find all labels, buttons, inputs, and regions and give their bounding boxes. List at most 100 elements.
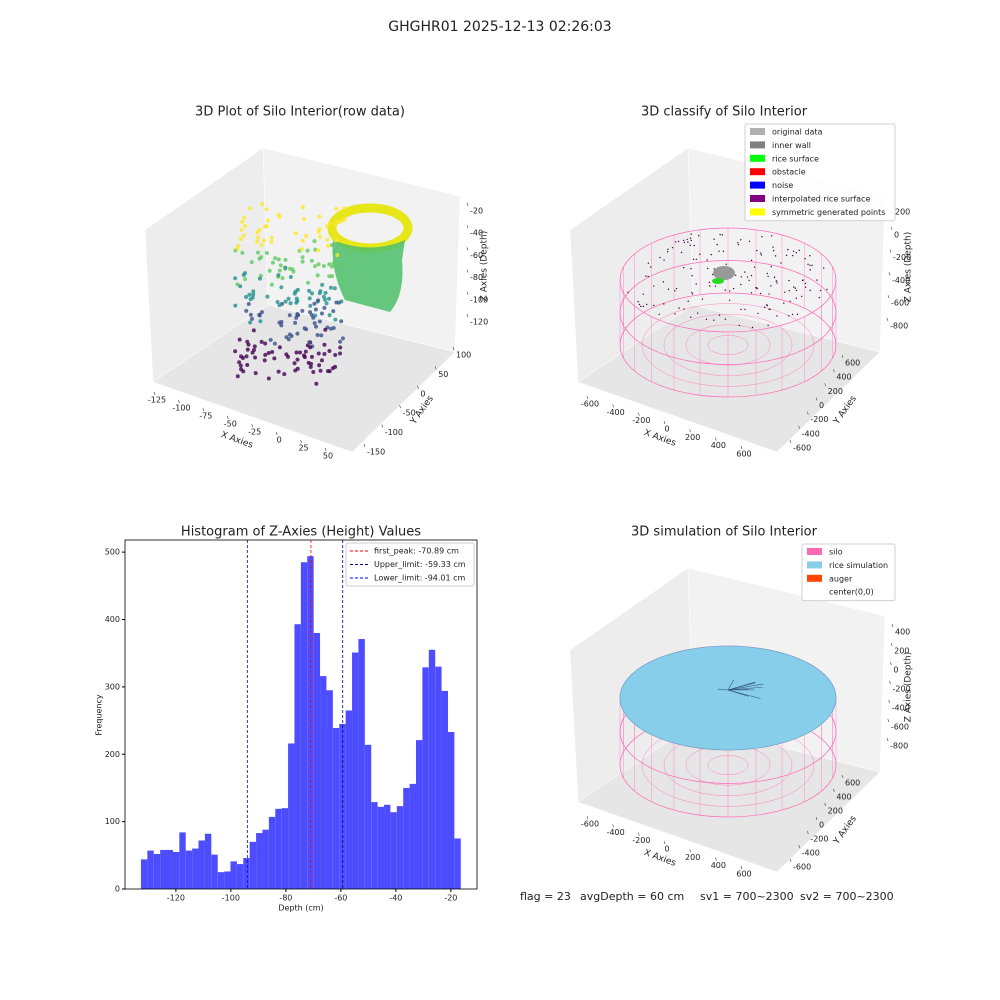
scatter-point bbox=[308, 345, 313, 350]
legend-swatch bbox=[750, 141, 765, 149]
y-tick-label: 300 bbox=[105, 682, 120, 691]
scatter-point bbox=[245, 347, 250, 352]
z-tick-label: -60 bbox=[470, 251, 483, 260]
grid-point bbox=[680, 251, 683, 254]
grid-point bbox=[811, 264, 813, 267]
grid-point bbox=[652, 285, 655, 287]
scatter-point bbox=[307, 340, 312, 345]
grid-point bbox=[775, 280, 777, 283]
scatter-point bbox=[284, 352, 289, 357]
tick-mark bbox=[638, 412, 640, 416]
y-tick-label: 0 bbox=[115, 885, 120, 894]
silo-ring bbox=[619, 260, 837, 365]
grid-point bbox=[767, 324, 769, 326]
scatter-point bbox=[341, 277, 346, 282]
y-tick-label: 400 bbox=[836, 373, 851, 382]
scatter-point bbox=[332, 286, 337, 291]
bar bbox=[300, 562, 308, 889]
grid-point bbox=[671, 246, 674, 249]
tick-mark bbox=[807, 830, 809, 835]
scatter-point bbox=[327, 262, 332, 267]
scatter-point bbox=[311, 315, 316, 320]
tick-mark bbox=[417, 385, 419, 389]
scatter-point bbox=[313, 324, 318, 329]
scatter-point bbox=[307, 296, 312, 301]
bar bbox=[153, 853, 161, 889]
scatter-point bbox=[272, 356, 277, 361]
grid-point bbox=[818, 296, 821, 299]
grid-point bbox=[809, 264, 811, 266]
scatter-point bbox=[320, 282, 325, 287]
x-tick-label: 25 bbox=[298, 444, 308, 453]
scatter-point bbox=[275, 300, 280, 305]
bar bbox=[185, 850, 193, 889]
scatter-point bbox=[289, 333, 294, 338]
grid-point bbox=[755, 287, 757, 289]
legend-box bbox=[345, 542, 475, 587]
y-tick-label: 200 bbox=[828, 807, 843, 816]
scatter-point bbox=[250, 316, 255, 321]
scatter-point bbox=[340, 336, 345, 341]
z-tick-label: 200 bbox=[895, 208, 910, 217]
legend-label: center(0,0) bbox=[829, 588, 874, 597]
tick-mark bbox=[833, 369, 835, 373]
x-tick-label: -100 bbox=[172, 404, 190, 413]
z-tick-label: -800 bbox=[890, 322, 908, 331]
grid-point bbox=[690, 239, 692, 242]
grid-point bbox=[750, 274, 753, 277]
y-tick-label: 500 bbox=[105, 548, 120, 557]
scatter-point bbox=[276, 273, 281, 278]
grid-point bbox=[647, 275, 649, 278]
grid-point bbox=[696, 312, 699, 314]
scatter-point bbox=[259, 339, 264, 344]
scatter-point bbox=[339, 319, 344, 324]
grid-point bbox=[666, 251, 669, 253]
z-tick-label: 0 bbox=[893, 666, 898, 675]
scatter-point bbox=[276, 369, 281, 374]
grid-point bbox=[674, 290, 676, 292]
scatter-point bbox=[313, 264, 318, 269]
silo-ring bbox=[685, 324, 771, 366]
legend-swatch bbox=[750, 154, 765, 162]
legend-label: silo bbox=[829, 548, 843, 557]
scatter-point bbox=[279, 323, 284, 328]
legend-swatch bbox=[750, 181, 765, 189]
scatter-point bbox=[238, 284, 243, 289]
z-tick-label: -400 bbox=[892, 276, 910, 285]
bar bbox=[160, 849, 167, 889]
scatter-point bbox=[243, 223, 248, 228]
scatter-point bbox=[332, 249, 337, 254]
x-tick-label: -100 bbox=[222, 894, 240, 903]
scatter-point bbox=[338, 263, 343, 268]
grid-point bbox=[768, 308, 770, 310]
grid-point bbox=[698, 235, 700, 237]
x-tick-label: 600 bbox=[736, 870, 751, 879]
scatter-point bbox=[304, 327, 309, 332]
bar bbox=[268, 816, 276, 889]
scatter-point bbox=[277, 268, 282, 273]
grid-point bbox=[795, 251, 798, 254]
grid-point bbox=[662, 281, 665, 283]
x-tick-label: 200 bbox=[685, 853, 700, 862]
scatter-point bbox=[266, 376, 271, 381]
legend-label: first_peak: -70.89 cm bbox=[374, 547, 459, 556]
grid-point bbox=[674, 313, 676, 315]
scatter-point bbox=[323, 290, 328, 295]
tick-mark bbox=[824, 383, 826, 387]
tick-mark bbox=[715, 437, 717, 441]
grid-point bbox=[683, 308, 685, 310]
chart-title: 3D Plot of Silo Interior(row data) bbox=[195, 105, 405, 120]
scatter-point bbox=[306, 360, 311, 365]
scatter-point bbox=[309, 258, 314, 263]
scatter-point bbox=[327, 274, 332, 279]
bar bbox=[313, 632, 321, 889]
grid-point bbox=[746, 276, 749, 278]
grid-point bbox=[785, 254, 788, 257]
grid-point bbox=[729, 290, 731, 292]
bar bbox=[326, 690, 333, 889]
bar bbox=[179, 832, 186, 889]
y-tick-label: 100 bbox=[456, 351, 471, 360]
scatter-point bbox=[312, 239, 317, 244]
grid-point bbox=[663, 259, 665, 261]
tick-mark bbox=[789, 858, 792, 863]
